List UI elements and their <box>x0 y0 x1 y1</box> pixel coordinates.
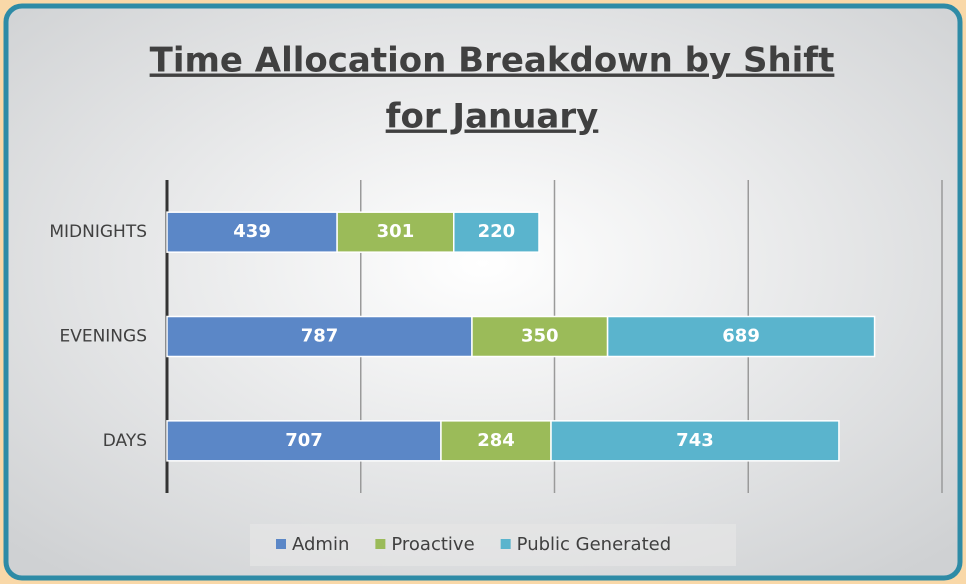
data-label: 707 <box>285 430 323 451</box>
legend-swatch <box>375 539 386 549</box>
bar-segment <box>440 420 552 462</box>
chart-frame <box>3 3 963 581</box>
y-tick-label: EVENINGS <box>59 327 147 347</box>
data-label: 350 <box>521 326 559 347</box>
chart-title: Time Allocation Breakdown by Shift <box>150 41 835 81</box>
bar-segment <box>166 420 442 462</box>
data-label: 743 <box>676 430 714 451</box>
data-label: 301 <box>377 221 415 242</box>
legend-box <box>250 524 736 566</box>
legend-swatch <box>500 539 511 549</box>
legend-swatch <box>276 539 286 549</box>
y-tick-label: DAYS <box>103 431 147 451</box>
bar-segment <box>606 315 876 358</box>
bar-segment <box>453 211 540 253</box>
bar-segment <box>550 420 840 462</box>
legend-label: Public Generated <box>517 534 672 555</box>
data-label: 787 <box>301 326 339 347</box>
y-tick-label: MIDNIGHTS <box>49 222 147 242</box>
data-label: 220 <box>478 221 516 242</box>
data-label: 284 <box>477 430 515 451</box>
bar-segment <box>336 211 455 253</box>
data-label: 439 <box>233 221 271 242</box>
legend-label: Proactive <box>391 534 474 555</box>
bar-segment <box>166 211 338 253</box>
legend-label: Admin <box>292 534 349 555</box>
data-label: 689 <box>722 326 760 347</box>
chart-title: for January <box>386 97 599 137</box>
